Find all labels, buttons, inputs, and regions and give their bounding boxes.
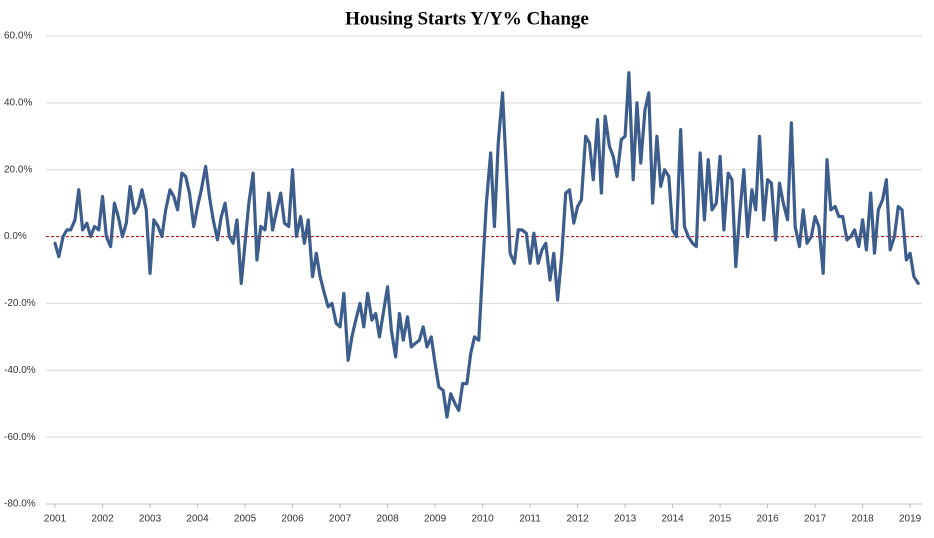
y-tick-label: 60.0% [4,31,32,42]
x-tick-label: 2012 [566,514,589,525]
x-tick-label: 2014 [661,514,684,525]
x-tick-label: 2015 [709,514,732,525]
chart-title: Housing Starts Y/Y% Change [345,8,589,29]
x-tick-label: 2011 [519,514,541,525]
data-line [53,71,920,419]
y-tick-label: 20.0% [4,164,32,175]
x-tick-label: 2001 [44,514,67,525]
y-tick-label: 40.0% [4,97,32,108]
y-tick-label: 0.0% [4,231,27,242]
x-tick-label: 2008 [376,514,399,525]
y-tick-label: -40.0% [4,365,36,376]
x-tick-label: 2002 [91,514,114,525]
x-tick-label: 2010 [471,514,494,525]
x-tick-label: 2003 [139,514,162,525]
x-tick-label: 2016 [756,514,779,525]
x-tick-label: 2004 [186,514,209,525]
x-tick-label: 2013 [614,514,637,525]
y-tick-label: -20.0% [4,298,36,309]
x-tick-label: 2019 [899,514,922,525]
x-tick-label: 2005 [234,514,257,525]
x-tick-label: 2017 [804,514,827,525]
x-tick-label: 2009 [424,514,447,525]
x-tick-label: 2007 [329,514,352,525]
x-tick-label: 2018 [851,514,874,525]
y-tick-label: -60.0% [4,432,36,443]
y-tick-label: -80.0% [4,499,36,510]
x-tick-label: 2006 [281,514,304,525]
